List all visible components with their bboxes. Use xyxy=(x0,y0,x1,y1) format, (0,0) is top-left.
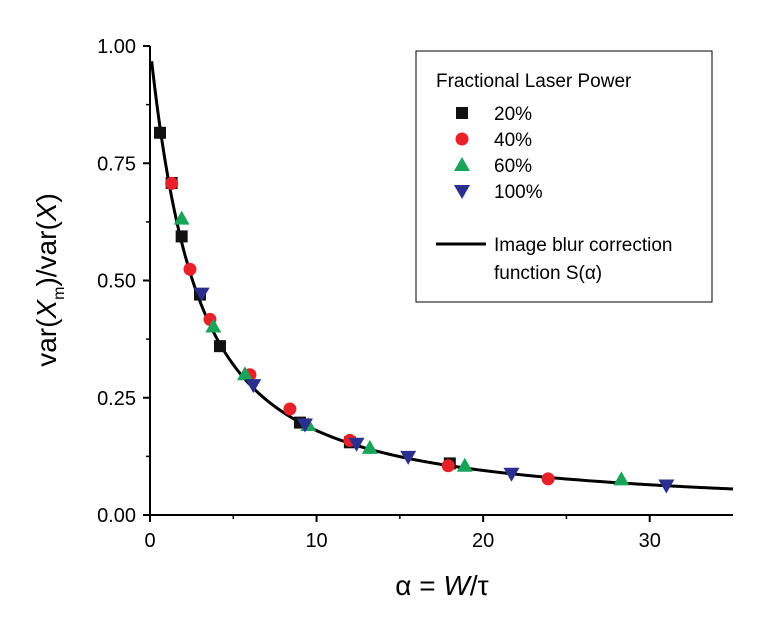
legend-marker-circle xyxy=(455,132,469,146)
y-tick-label: 1.00 xyxy=(97,36,136,58)
y-tick-label: 0.50 xyxy=(97,271,136,293)
data-points-layer xyxy=(153,126,675,494)
data-point-circle xyxy=(165,176,179,190)
data-point-circle xyxy=(283,402,297,416)
legend-curve-label-line2: function S(α) xyxy=(494,263,602,284)
data-point-square xyxy=(153,126,166,139)
data-point-triangle-down xyxy=(193,287,210,302)
y-tick-label: 0.00 xyxy=(97,505,136,527)
y-tick-label: 0.75 xyxy=(97,153,136,175)
data-point-square xyxy=(213,340,226,353)
data-point-circle xyxy=(541,472,555,486)
y-tick-label: 0.25 xyxy=(97,388,136,410)
data-point-triangle-up xyxy=(613,471,630,486)
data-point-triangle-down xyxy=(296,418,313,433)
data-point-triangle-up xyxy=(361,439,378,454)
data-point-triangle-up xyxy=(205,318,222,333)
data-point-triangle-down xyxy=(245,379,262,394)
legend-series-label: 20% xyxy=(494,104,532,125)
data-point-circle xyxy=(183,262,197,276)
data-point-triangle-down xyxy=(400,450,417,465)
data-point-triangle-down xyxy=(658,479,675,494)
x-tick-label: 30 xyxy=(639,530,661,552)
data-point-triangle-down xyxy=(348,437,365,452)
x-axis-title: α = W/τ xyxy=(395,570,488,601)
x-tick-label: 0 xyxy=(144,530,155,552)
legend-series-label: 60% xyxy=(494,156,532,177)
legend: Fractional Laser Power 20% 40% 60% 100% Ima… xyxy=(415,50,713,303)
legend-series-label: 100% xyxy=(494,182,543,203)
x-tick-label: 20 xyxy=(472,530,494,552)
legend-series-label: 40% xyxy=(494,130,532,151)
data-point-triangle-down xyxy=(503,467,520,482)
axis-ticks: 0 10 20 30 0.00 0.25 0.50 0.75 1.00 xyxy=(97,36,661,552)
legend-curve-label-line1: Image blur correction xyxy=(494,235,672,256)
data-point-triangle-up xyxy=(173,210,190,225)
legend-title: Fractional Laser Power xyxy=(436,71,632,92)
data-point-square xyxy=(175,230,188,243)
data-point-circle xyxy=(441,459,455,473)
x-tick-label: 10 xyxy=(305,530,327,552)
legend-box xyxy=(415,50,713,303)
legend-marker-square xyxy=(456,107,468,119)
legend-marker-triangle-up xyxy=(454,157,470,171)
legend-marker-triangle-down xyxy=(454,185,470,199)
data-point-triangle-up xyxy=(456,457,473,472)
data-point-triangle-up xyxy=(236,366,253,381)
y-axis-title: var(Xm)/var(X) xyxy=(31,193,68,367)
